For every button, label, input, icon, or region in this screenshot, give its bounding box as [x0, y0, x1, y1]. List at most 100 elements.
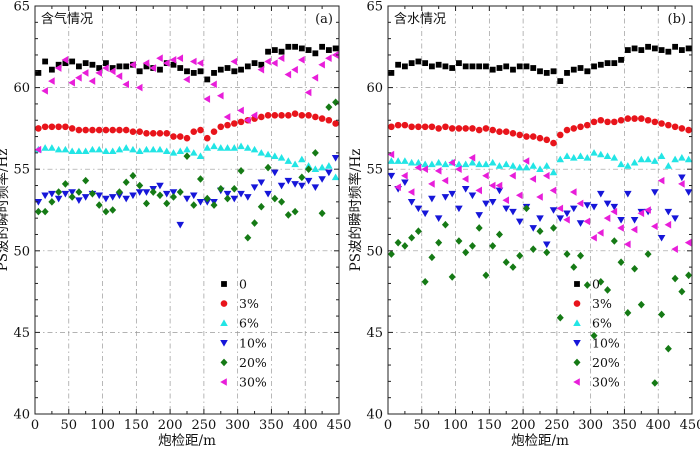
data-point	[331, 154, 340, 162]
data-point	[203, 95, 211, 103]
data-point	[563, 210, 571, 218]
data-point	[549, 207, 558, 214]
data-point	[570, 125, 578, 132]
legend-marker	[573, 358, 581, 367]
data-point	[408, 123, 415, 131]
data-point	[388, 123, 395, 131]
data-point	[55, 188, 63, 196]
data-point	[394, 183, 401, 191]
data-point	[483, 63, 489, 70]
data-point	[298, 45, 305, 52]
data-point	[169, 149, 178, 156]
data-point	[122, 80, 129, 89]
data-point	[183, 134, 191, 142]
data-point	[543, 70, 550, 76]
data-point	[61, 56, 69, 64]
data-point	[462, 63, 469, 70]
data-point	[68, 125, 76, 132]
data-point	[41, 144, 49, 151]
data-point	[549, 168, 558, 176]
data-point	[285, 112, 292, 119]
data-point	[298, 173, 306, 182]
data-point	[62, 60, 69, 67]
data-point	[603, 152, 612, 159]
data-point	[325, 103, 333, 111]
data-point	[116, 126, 123, 134]
y-tick-label: 65	[366, 0, 383, 15]
data-point	[237, 118, 245, 126]
data-point	[196, 152, 205, 159]
data-point	[95, 126, 103, 134]
y-axis-label: PS波的瞬时频率/Hz	[0, 149, 11, 272]
data-point	[332, 45, 339, 52]
data-point	[610, 153, 619, 161]
data-point	[217, 123, 225, 131]
series-10pct	[34, 154, 340, 229]
data-point	[163, 199, 171, 208]
x-tick-label: 250	[191, 418, 216, 433]
data-point	[55, 123, 62, 131]
x-tick-label: 400	[646, 418, 671, 433]
data-point	[277, 153, 286, 161]
data-point	[244, 144, 252, 151]
data-point	[34, 207, 42, 216]
data-point	[515, 191, 523, 200]
data-point	[617, 160, 625, 168]
data-point	[395, 61, 402, 68]
data-point	[108, 147, 117, 155]
data-point	[536, 193, 543, 201]
data-point	[264, 150, 272, 158]
x-tick-label: 450	[680, 418, 700, 433]
data-point	[319, 43, 326, 50]
data-point	[162, 190, 171, 198]
data-point	[496, 65, 503, 71]
data-point	[583, 217, 591, 226]
data-point	[35, 70, 42, 76]
data-point	[468, 153, 476, 162]
data-point	[489, 66, 496, 73]
data-point	[563, 215, 570, 224]
data-point	[190, 128, 198, 135]
data-point	[68, 147, 76, 155]
data-point	[237, 167, 245, 175]
data-point	[258, 61, 265, 68]
data-point	[563, 152, 571, 159]
data-point	[610, 203, 619, 211]
legend-marker	[574, 281, 580, 287]
data-point	[583, 153, 592, 161]
legend-marker	[220, 340, 228, 347]
data-point	[570, 66, 577, 73]
data-point	[617, 116, 625, 124]
data-point	[617, 258, 625, 267]
data-point	[311, 74, 319, 82]
data-point	[170, 133, 177, 140]
data-point	[556, 131, 564, 139]
data-point	[264, 57, 271, 66]
data-point	[441, 220, 449, 229]
data-point	[311, 184, 320, 191]
data-point	[115, 72, 123, 80]
data-point	[394, 157, 402, 164]
data-point	[428, 123, 436, 131]
x-tick-label: 200	[158, 418, 183, 433]
data-point	[658, 120, 665, 127]
data-point	[461, 160, 470, 168]
data-point	[435, 61, 442, 68]
data-point	[251, 219, 259, 227]
data-point	[469, 63, 476, 70]
data-point	[135, 189, 144, 196]
data-point	[434, 158, 443, 166]
x-tick-label: 350	[259, 418, 284, 433]
data-point	[216, 91, 224, 100]
data-point	[522, 157, 530, 165]
data-point	[657, 152, 666, 159]
legend-marker	[220, 300, 228, 307]
data-point	[482, 171, 489, 180]
data-point	[325, 116, 333, 124]
data-point	[223, 144, 232, 151]
data-point	[277, 54, 285, 63]
data-point	[550, 139, 557, 147]
data-point	[509, 208, 517, 216]
data-point	[637, 155, 646, 163]
